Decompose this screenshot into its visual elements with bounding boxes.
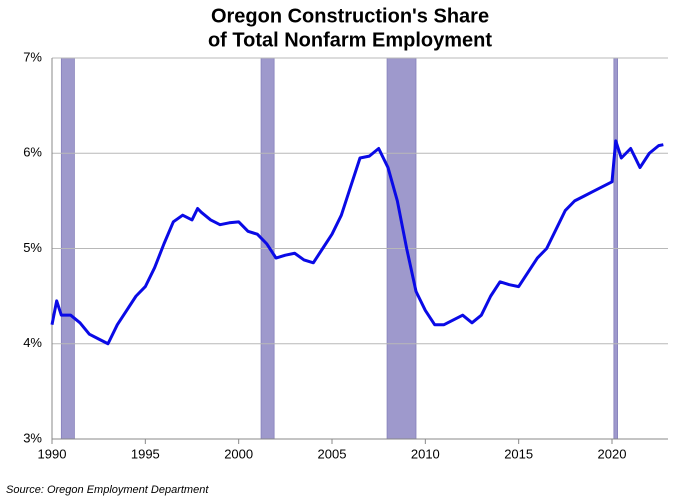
x-tick-label: 2000 <box>224 446 253 461</box>
x-tick-label: 2020 <box>598 446 627 461</box>
x-tick-label: 1990 <box>38 446 67 461</box>
x-tick-label: 2005 <box>318 446 347 461</box>
y-tick-label: 7% <box>23 49 42 64</box>
source-note: Source: Oregon Employment Department <box>6 484 209 496</box>
x-tick-label: 2015 <box>504 446 533 461</box>
data-line <box>50 139 664 346</box>
chart-title: of Total Nonfarm Employment <box>208 29 492 51</box>
y-tick-label: 3% <box>23 430 42 445</box>
y-tick-label: 6% <box>23 145 42 160</box>
chart-title: Oregon Construction's Share <box>211 5 489 27</box>
x-tick-label: 1995 <box>131 446 160 461</box>
x-tick-label: 2010 <box>411 446 440 461</box>
y-tick-label: 5% <box>23 240 42 255</box>
y-tick-label: 4% <box>23 335 42 350</box>
